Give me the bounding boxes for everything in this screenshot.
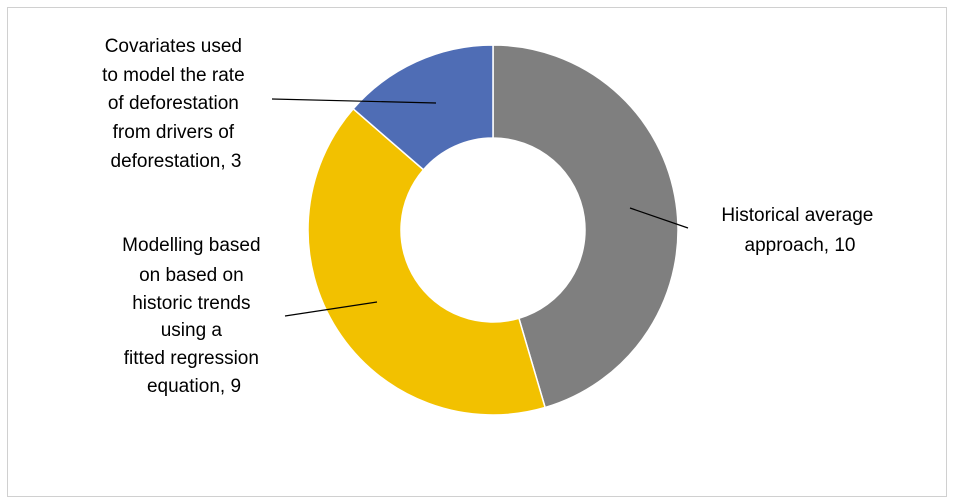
data-label-covariates: Covariates used to model the rate of def… [102, 36, 250, 172]
leader-line-modelling-regression [284, 301, 378, 317]
leader-line-historical-average [629, 207, 689, 229]
data-label-modelling-regression: Modelling based on based on historic tre… [122, 235, 266, 397]
slice-covariates [352, 44, 494, 171]
slice-historical-average [492, 44, 679, 409]
slice-modelling-regression [307, 107, 547, 416]
donut-slices [307, 44, 679, 416]
leader-lines [271, 98, 689, 317]
donut-chart: Historical average approach, 10 Modellin… [102, 36, 878, 416]
leader-line-covariates [271, 98, 437, 104]
data-label-historical-average: Historical average approach, 10 [721, 205, 878, 256]
